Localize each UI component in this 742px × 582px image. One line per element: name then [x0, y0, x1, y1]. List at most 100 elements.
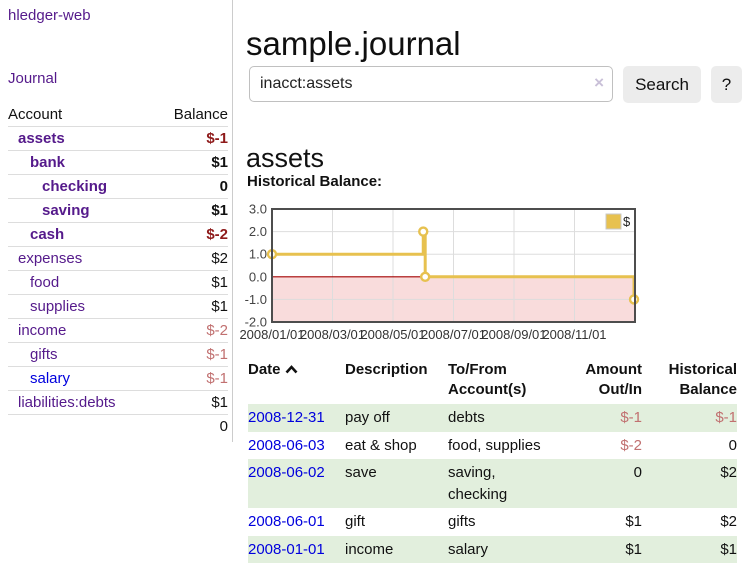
column-header-accounts: To/From Account(s): [448, 361, 527, 398]
transaction-date-link[interactable]: 2008-06-03: [248, 436, 325, 454]
account-link-bank[interactable]: bank: [30, 154, 66, 171]
account-row: liabilities:debts $1: [8, 390, 228, 415]
account-link-assets[interactable]: assets: [18, 130, 65, 147]
account-heading: assets: [246, 143, 325, 174]
transaction-date-link[interactable]: 2008-06-01: [248, 513, 325, 530]
account-cell: saving: [8, 198, 155, 223]
account-row: gifts $-1: [8, 342, 228, 367]
svg-text:2008/07/01: 2008/07/01: [421, 327, 486, 342]
account-link-supplies[interactable]: supplies: [30, 298, 86, 315]
transaction-date-cell: 2008-01-01: [248, 536, 345, 564]
account-cell: food: [8, 270, 155, 295]
svg-text:0.0: 0.0: [249, 269, 267, 284]
transaction-date-cell: 2008-06-02: [248, 459, 345, 508]
account-balance: $-1: [154, 342, 228, 367]
transaction-date-link[interactable]: 2008-06-02: [248, 464, 325, 481]
transaction-balance: $2: [720, 464, 737, 481]
column-header-date[interactable]: Date: [248, 360, 345, 404]
account-row: checking 0: [8, 174, 228, 199]
svg-text:$: $: [623, 214, 631, 229]
account-row: saving $1: [8, 198, 228, 223]
transaction-description: pay off: [345, 409, 390, 426]
transaction-balance: 0: [728, 436, 737, 454]
transactions-header-row: Date Description To/From Account(s) Amou…: [248, 360, 737, 404]
account-link-expenses[interactable]: expenses: [18, 250, 83, 267]
sidebar-item-journal[interactable]: Journal: [8, 70, 58, 87]
column-header-amount: Amount Out/In: [585, 361, 642, 398]
transaction-balance: $1: [720, 540, 737, 558]
account-link-saving[interactable]: saving: [42, 202, 90, 219]
account-cell: supplies: [8, 294, 155, 319]
transaction-date-cell: 2008-12-31: [248, 404, 345, 432]
search-button[interactable]: Search: [623, 66, 701, 103]
account-row: expenses $2: [8, 246, 228, 271]
transaction-accounts: saving, checking: [448, 464, 508, 503]
account-balance: $-1: [154, 366, 228, 391]
historical-balance-chart: $3.0 2.0 1.0 0.0 -1.0 -2.0 2008/01/01 2008/03/0…: [236, 202, 640, 345]
accounts-balance-table: Account Balance assets $-1 bank $1 checking 0…: [8, 103, 228, 438]
account-cell: bank: [8, 150, 155, 175]
account-cell: assets: [8, 126, 155, 151]
account-row: bank $1: [8, 150, 228, 175]
account-balance: $1: [154, 198, 228, 223]
account-link-gifts[interactable]: gifts: [30, 346, 58, 363]
sidebar-divider: [232, 0, 233, 442]
help-button[interactable]: ?: [711, 66, 742, 103]
account-link-income[interactable]: income: [18, 322, 67, 339]
account-row: income $-2: [8, 318, 228, 343]
account-row: assets $-1: [8, 126, 228, 151]
account-balance: $-2: [154, 222, 228, 247]
transaction-row: 2008-12-31 pay off debts $-1 $-1: [248, 404, 737, 432]
search-bar: × Search ?: [249, 66, 742, 103]
account-cell: cash: [8, 222, 155, 247]
search-input[interactable]: [249, 66, 613, 102]
app-title-link[interactable]: hledger-web: [8, 7, 91, 24]
transaction-row: 2008-01-01 income salary $1 $1: [248, 535, 737, 564]
transactions-table: Date Description To/From Account(s) Amou…: [248, 360, 737, 563]
transaction-amount: $-2: [620, 436, 642, 454]
clear-search-icon[interactable]: ×: [594, 73, 604, 92]
account-link-liabilities-debts[interactable]: liabilities:debts: [18, 394, 116, 411]
page-title: sample.journal: [246, 25, 461, 63]
transaction-date-cell: 2008-06-01: [248, 508, 345, 536]
svg-text:2.0: 2.0: [249, 224, 267, 239]
accounts-table-header-row: Account Balance: [8, 103, 228, 127]
transaction-description: eat & shop: [345, 436, 417, 454]
transaction-description: income: [345, 540, 394, 558]
account-link-cash[interactable]: cash: [30, 226, 65, 243]
transaction-date-link[interactable]: 2008-01-01: [248, 540, 325, 558]
account-link-salary[interactable]: salary: [30, 370, 71, 387]
transaction-row: 2008-06-03 eat & shop food, supplies $-2 0: [248, 432, 737, 460]
transaction-date-link[interactable]: 2008-12-31: [248, 409, 325, 426]
transaction-date-cell: 2008-06-03: [248, 432, 345, 460]
account-link-food[interactable]: food: [30, 274, 60, 291]
account-balance: $-1: [154, 126, 228, 151]
transaction-amount: $1: [625, 540, 642, 558]
account-cell: checking: [8, 174, 155, 199]
svg-text:2008/09/01: 2008/09/01: [481, 327, 546, 342]
accounts-header-balance: Balance: [154, 103, 228, 127]
accounts-total-row: 0: [8, 414, 228, 438]
account-row: supplies $1: [8, 294, 228, 319]
search-input-wrap: ×: [249, 66, 613, 102]
transaction-description: save: [345, 464, 377, 481]
account-link-checking[interactable]: checking: [42, 178, 108, 195]
chart-title: Historical Balance:: [247, 173, 383, 190]
account-cell: income: [8, 318, 155, 343]
transaction-accounts: gifts: [448, 513, 476, 530]
svg-text:3.0: 3.0: [249, 203, 267, 217]
account-cell: salary: [8, 366, 155, 391]
account-cell: liabilities:debts: [8, 390, 155, 415]
account-balance: $1: [154, 294, 228, 319]
svg-text:1.0: 1.0: [249, 247, 267, 262]
account-balance: $-2: [154, 318, 228, 343]
account-balance: $1: [154, 390, 228, 415]
svg-text:2008/05/01: 2008/05/01: [360, 327, 425, 342]
transaction-amount: 0: [633, 464, 642, 481]
account-row: salary $-1: [8, 366, 228, 391]
account-balance: $1: [154, 150, 228, 175]
transaction-row: 2008-06-02 save saving, checking 0 $2: [248, 459, 737, 508]
svg-text:-1.0: -1.0: [245, 292, 267, 307]
transaction-description: gift: [345, 513, 366, 530]
accounts-header-account: Account: [8, 103, 155, 127]
